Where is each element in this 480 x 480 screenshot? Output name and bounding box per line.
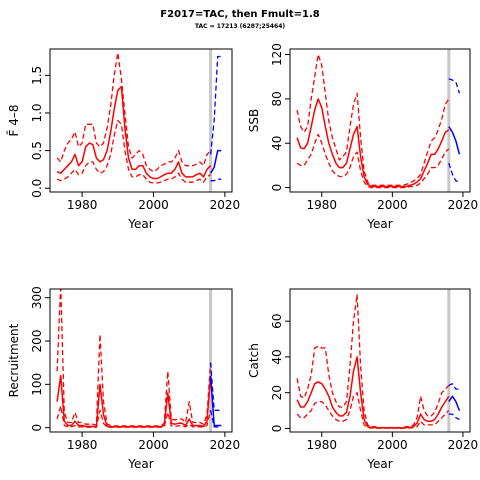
- catch-y-tick-label: 60: [270, 314, 284, 329]
- fbar-y-tick-label: 1.0: [30, 103, 44, 122]
- recruitment-forecast-lower-line: [209, 410, 222, 428]
- fbar-historical-upper-line: [56, 52, 212, 173]
- catch-plot-frame: [289, 288, 471, 433]
- catch-panel: 1980 2000 2020 0 20 40 60 Year Catch: [247, 288, 479, 471]
- recruitment-y-axis-label: Recruitment: [7, 323, 21, 397]
- fbar-series: [56, 52, 222, 184]
- catch-y-axis-label: Catch: [247, 343, 261, 378]
- recruitment-x-tick-label: 2000: [138, 438, 169, 452]
- ssb-forecast-upper-line: [448, 78, 461, 94]
- fbar-forecast-upper-line: [209, 55, 222, 155]
- catch-historical-median-line: [296, 356, 450, 429]
- recruitment-plot-frame: [49, 288, 233, 433]
- fbar-forecast-lower-line: [210, 178, 222, 182]
- ssb-historical-upper-line: [296, 53, 450, 186]
- fbar-x-axis-label: Year: [127, 217, 153, 231]
- recruitment-y-tick-label: 0: [30, 424, 44, 432]
- recruitment-series: [56, 289, 222, 428]
- catch-y-tick-label: 20: [270, 385, 284, 400]
- catch-forecast-median-line: [448, 395, 461, 411]
- catch-series: [296, 293, 461, 429]
- fbar-x-tick-label: 2000: [138, 198, 169, 212]
- fbar-historical-lower-line: [56, 119, 211, 184]
- fbar-y-tick-label: 0.5: [30, 141, 44, 160]
- catch-x-tick-label: 2000: [377, 438, 408, 452]
- fbar-y-axis-label: F̄ 4–8: [7, 105, 21, 137]
- catch-y-tick-label: 0: [270, 425, 284, 433]
- fbar-y-tick-label: 0.0: [30, 179, 44, 198]
- ssb-forecast-lower-line: [448, 162, 460, 183]
- ssb-y-tick-label: 40: [270, 136, 284, 151]
- fbar-historical-median-line: [56, 85, 212, 180]
- ssb-x-tick-label: 2020: [448, 198, 479, 212]
- figure-title: F2017=TAC, then Fmult=1.8: [160, 9, 320, 20]
- recruitment-y-tick-label: 200: [30, 330, 44, 353]
- recruitment-x-tick-label: 1980: [67, 438, 98, 452]
- ssb-historical-median-line: [296, 98, 450, 188]
- ssb-x-tick-label: 2000: [377, 198, 408, 212]
- ssb-y-tick-label: 80: [270, 91, 284, 106]
- fbar-forecast-median-line: [209, 149, 222, 174]
- catch-y-tick-label: 40: [270, 349, 284, 364]
- fbar-panel: 1980 2000 2020 0.0 0.5 1.0 1.5 Year F̄ 4–8: [7, 48, 241, 231]
- fbar-x-tick-label: 2020: [210, 198, 241, 212]
- ssb-series: [296, 53, 461, 189]
- figure-subtitle: TAC = 17213 (6287;25464): [194, 23, 286, 30]
- ssb-panel: 1980 2000 2020 0 40 80 120 Year SSB: [247, 43, 478, 231]
- recruitment-x-tick-label: 2020: [210, 438, 241, 452]
- ssb-plot-frame: [289, 48, 471, 193]
- catch-forecast-lower-line: [448, 413, 460, 421]
- recruitment-y-tick-label: 300: [30, 286, 44, 309]
- catch-x-tick-label: 1980: [306, 438, 337, 452]
- recruitment-historical-upper-line: [56, 289, 212, 427]
- ssb-x-tick-label: 1980: [306, 198, 337, 212]
- ssb-y-tick-label: 120: [270, 43, 284, 66]
- recruitment-x-axis-label: Year: [127, 457, 153, 471]
- ssb-x-axis-label: Year: [366, 217, 392, 231]
- catch-historical-lower-line: [296, 392, 450, 429]
- catch-historical-upper-line: [296, 293, 450, 429]
- recruitment-historical-median-line: [56, 374, 212, 428]
- ssb-historical-lower-line: [296, 133, 450, 189]
- fbar-plot-frame: [49, 48, 233, 193]
- ssb-forecast-median-line: [448, 126, 461, 155]
- fbar-x-tick-label: 1980: [67, 198, 98, 212]
- recruitment-forecast-median-line: [209, 375, 222, 427]
- catch-forecast-upper-line: [448, 383, 460, 390]
- catch-x-tick-label: 2020: [448, 438, 479, 452]
- catch-x-axis-label: Year: [366, 457, 392, 471]
- ssb-y-tick-label: 0: [270, 184, 284, 192]
- recruitment-y-tick-label: 100: [30, 373, 44, 396]
- fbar-y-tick-label: 1.5: [30, 66, 44, 85]
- ssb-y-axis-label: SSB: [247, 109, 261, 132]
- recruitment-forecast-upper-line: [209, 362, 222, 411]
- recruitment-panel: 1980 2000 2020 0 100 200 300 Year Recruitment: [7, 286, 241, 471]
